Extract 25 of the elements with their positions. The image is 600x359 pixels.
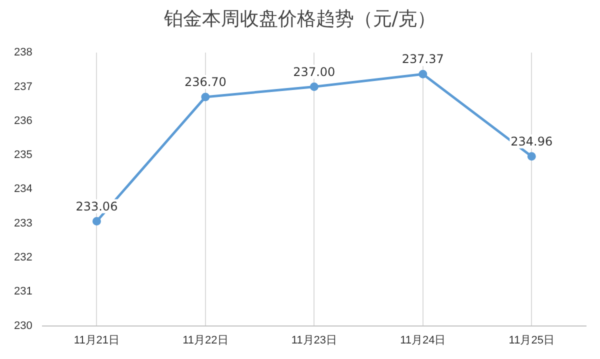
point xyxy=(201,92,210,102)
y-tick-label: 230 xyxy=(14,320,32,332)
x-tick-label: 11月25日 xyxy=(508,334,554,346)
y-tick-label: 232 xyxy=(14,252,32,264)
y-tick-label: 238 xyxy=(14,46,32,59)
data-label: 236.70 xyxy=(184,75,226,90)
y-tick-label: 235 xyxy=(14,149,32,162)
point xyxy=(310,82,318,91)
chart-title: 铂金本周收盘价格趋势（元/克） xyxy=(162,7,438,32)
x-tick-label: 11月24日 xyxy=(400,334,446,346)
data-label: 234.96 xyxy=(510,134,553,149)
y-tick-label: 231 xyxy=(14,286,32,298)
data-label: 237.00 xyxy=(293,64,336,79)
point xyxy=(527,152,536,161)
x-tick-label: 11月22日 xyxy=(182,334,228,346)
y-tick-label: 236 xyxy=(14,114,32,127)
data-label: 233.06 xyxy=(76,199,118,214)
data-label: 237.37 xyxy=(402,52,444,66)
x-tick-label: 11月21日 xyxy=(74,334,120,346)
point xyxy=(92,217,101,226)
y-tick-label: 233 xyxy=(14,217,32,230)
x-tick-label: 11月23日 xyxy=(291,334,338,346)
y-tick-label: 234 xyxy=(14,183,32,196)
point xyxy=(418,70,428,78)
y-tick-label: 237 xyxy=(14,80,32,93)
